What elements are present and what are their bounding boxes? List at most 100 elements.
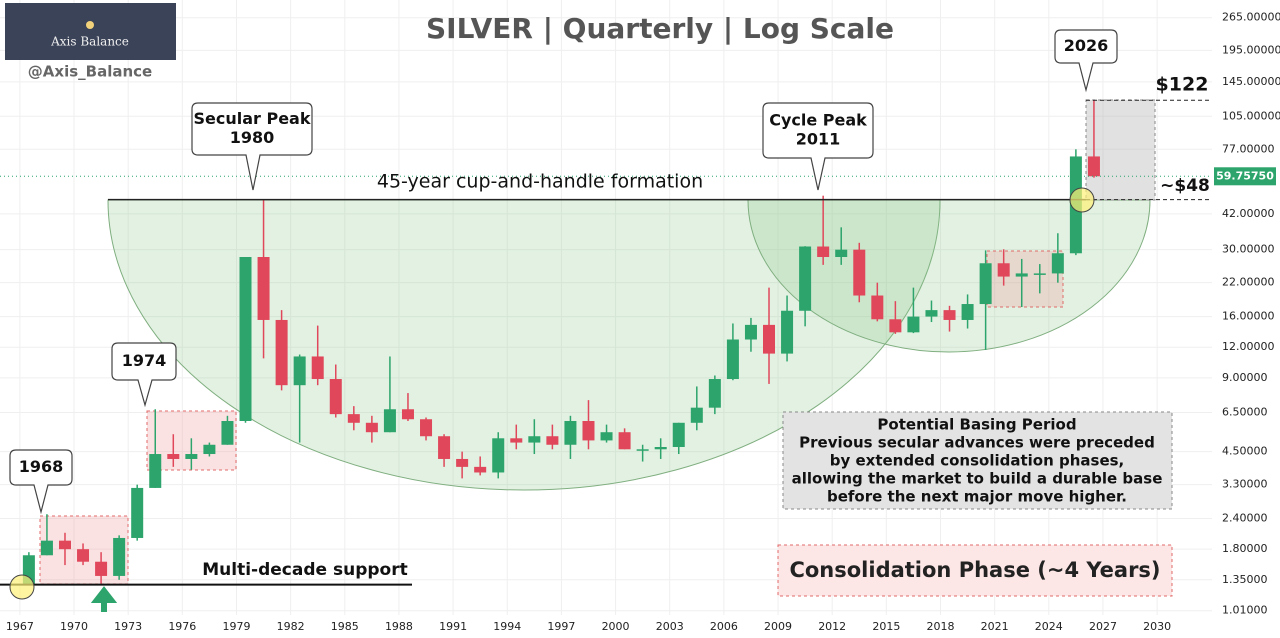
x-tick-label: 1967 bbox=[6, 620, 34, 633]
y-tick-label: 16.00000 bbox=[1222, 310, 1275, 323]
candle-body bbox=[835, 249, 848, 258]
candle-body bbox=[925, 310, 938, 317]
x-tick-label: 2000 bbox=[602, 620, 630, 633]
callout-text: 1968 bbox=[19, 457, 64, 476]
consolidation-box bbox=[777, 544, 1173, 597]
candle-body bbox=[979, 263, 992, 305]
x-tick-label: 1976 bbox=[168, 620, 196, 633]
callout-text: 1980 bbox=[230, 128, 275, 147]
candle-body bbox=[420, 419, 433, 437]
candle-body bbox=[997, 263, 1010, 277]
x-tick-label: 2015 bbox=[872, 620, 900, 633]
x-tick-label: 2006 bbox=[710, 620, 738, 633]
candle-body bbox=[221, 421, 234, 445]
callout-text: 2011 bbox=[796, 130, 841, 149]
note-line: allowing the market to build a durable b… bbox=[792, 470, 1163, 488]
candle-body bbox=[149, 454, 162, 488]
candle-body bbox=[492, 438, 505, 473]
y-tick-label: 195.00000 bbox=[1222, 43, 1280, 56]
candle-body bbox=[763, 324, 776, 354]
note-box bbox=[782, 411, 1173, 510]
target-zone bbox=[1085, 99, 1156, 201]
candle-body bbox=[672, 422, 685, 447]
y-tick-label: 12.00000 bbox=[1222, 340, 1275, 353]
candle-body bbox=[257, 257, 270, 320]
candle-body bbox=[690, 407, 703, 423]
x-tick-label: 2021 bbox=[981, 620, 1009, 633]
x-tick-label: 1991 bbox=[439, 620, 467, 633]
callout-text: 2026 bbox=[1064, 36, 1109, 55]
x-tick-label: 1979 bbox=[222, 620, 250, 633]
y-tick-label: 1.35000 bbox=[1222, 573, 1268, 586]
x-tick-label: 2024 bbox=[1035, 620, 1063, 633]
candle-body bbox=[654, 446, 667, 450]
candle-body bbox=[40, 540, 53, 556]
x-tick-label: 2027 bbox=[1089, 620, 1117, 633]
candle-body bbox=[889, 319, 902, 333]
last-price-label: 59.75750 bbox=[1216, 169, 1274, 182]
note-line: before the next major move higher. bbox=[827, 488, 1127, 506]
x-tick-label: 2003 bbox=[656, 620, 684, 633]
candle-body bbox=[871, 295, 884, 320]
candle-body bbox=[744, 324, 757, 340]
candle-body bbox=[582, 421, 595, 441]
callout-box bbox=[191, 102, 313, 191]
candle-body bbox=[961, 304, 974, 320]
candle-body bbox=[203, 444, 216, 455]
x-tick-label: 1997 bbox=[547, 620, 575, 633]
highlight bbox=[9, 574, 35, 600]
note-line: by extended consolidation phases, bbox=[830, 452, 1125, 470]
x-tick-label: 2009 bbox=[764, 620, 792, 633]
candle-body bbox=[438, 436, 451, 459]
candle-body bbox=[781, 310, 794, 354]
candle-body bbox=[293, 356, 306, 386]
callout-box bbox=[762, 102, 874, 191]
x-tick-label: 1973 bbox=[114, 620, 142, 633]
candle-body bbox=[131, 487, 144, 538]
y-tick-label: 4.50000 bbox=[1222, 445, 1268, 458]
x-tick-label: 1988 bbox=[385, 620, 413, 633]
chart-title: SILVER | Quarterly | Log Scale bbox=[426, 12, 894, 45]
candle-body bbox=[77, 549, 90, 562]
candle-body bbox=[1015, 273, 1028, 277]
y-tick-label: 1.80000 bbox=[1222, 542, 1268, 555]
callout-text: Secular Peak bbox=[193, 109, 310, 128]
y-tick-label: 1.01000 bbox=[1222, 604, 1268, 617]
brand-name: Axis Balance bbox=[50, 35, 129, 49]
callout-box bbox=[1054, 29, 1118, 93]
candle-body bbox=[636, 449, 649, 451]
target-label: $122 bbox=[1156, 74, 1209, 96]
x-tick-label: 2030 bbox=[1143, 620, 1171, 633]
consolidation-zone bbox=[986, 250, 1064, 308]
y-tick-label: 145.00000 bbox=[1222, 75, 1280, 88]
y-tick-label: 2.40000 bbox=[1222, 512, 1268, 525]
candle-body bbox=[167, 454, 180, 459]
candle-body bbox=[347, 414, 360, 423]
logo bbox=[5, 3, 176, 60]
candle-body bbox=[1033, 273, 1046, 275]
candle-body bbox=[95, 561, 108, 576]
y-tick-label: 77.00000 bbox=[1222, 142, 1275, 155]
x-tick-label: 1985 bbox=[331, 620, 359, 633]
resistance-label: ~$48 bbox=[1160, 176, 1210, 196]
candle-body bbox=[853, 249, 866, 296]
brand-handle: @Axis_Balance bbox=[28, 63, 152, 81]
y-tick-label: 6.50000 bbox=[1222, 405, 1268, 418]
callout-box bbox=[9, 449, 73, 515]
candle-body bbox=[239, 257, 252, 422]
note-line: Previous secular advances were preceded bbox=[799, 434, 1155, 452]
y-tick-label: 9.00000 bbox=[1222, 371, 1268, 384]
formation-label: 45-year cup-and-handle formation bbox=[377, 171, 703, 193]
callout-text: Cycle Peak bbox=[769, 111, 867, 130]
candle-body bbox=[456, 458, 469, 467]
handle bbox=[747, 199, 1151, 353]
x-tick-label: 2012 bbox=[818, 620, 846, 633]
candle-body bbox=[383, 409, 396, 433]
candle-body bbox=[275, 319, 288, 386]
axis-panel bbox=[1212, 0, 1280, 638]
candle-body bbox=[708, 379, 721, 408]
candle-body bbox=[311, 356, 324, 380]
consolidation-label: Consolidation Phase (~4 Years) bbox=[789, 558, 1160, 582]
